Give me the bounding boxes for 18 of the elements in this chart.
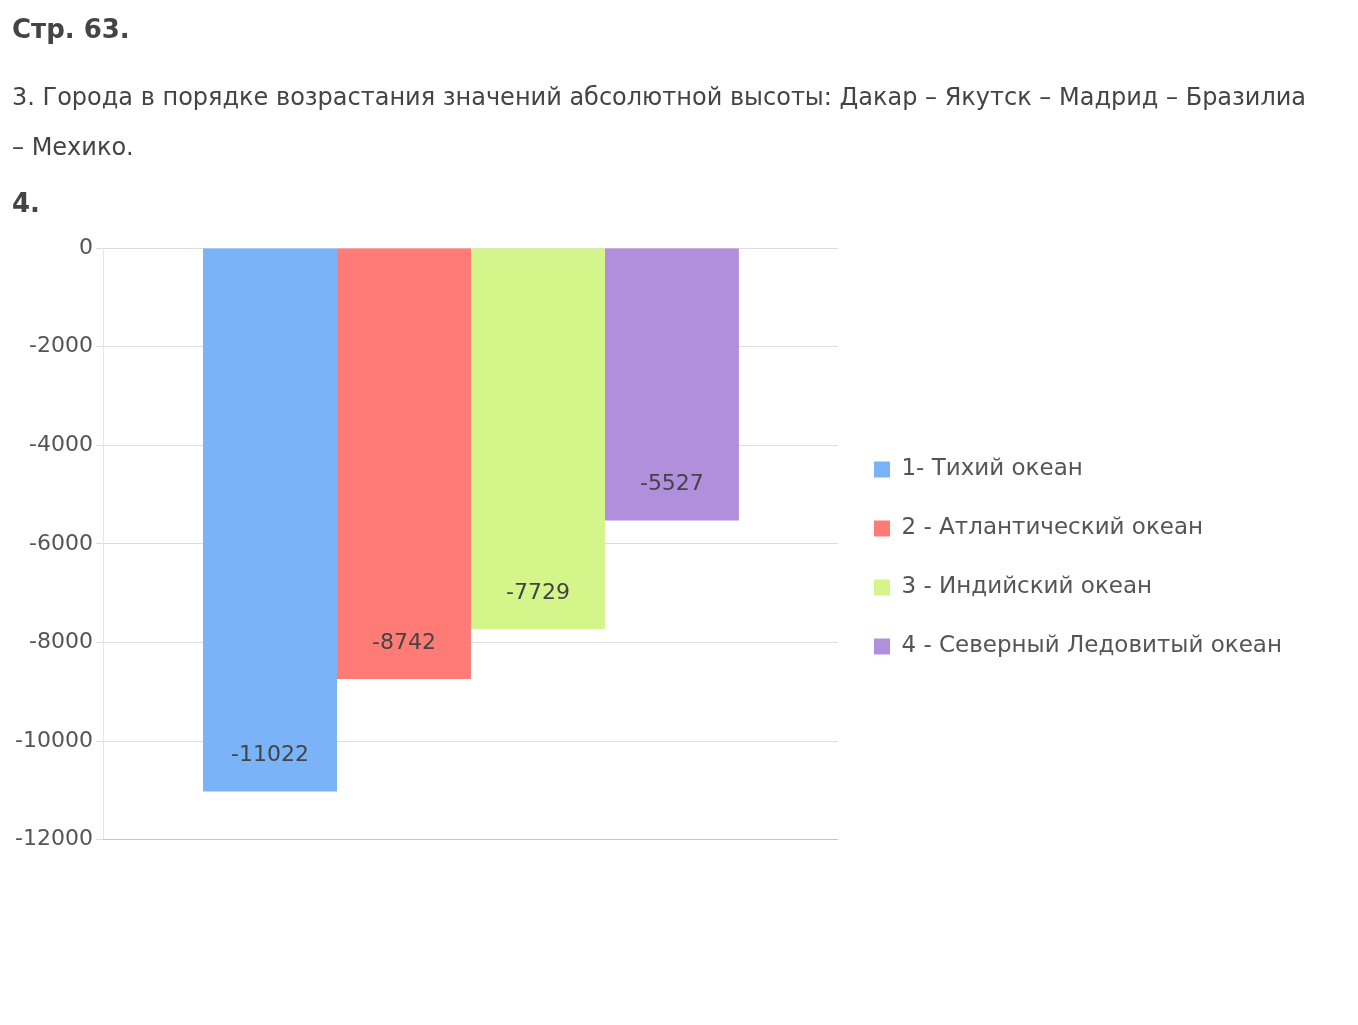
chart-subtitle: 3. Города в порядке возрастания значений абсолютной высоты: Дакар – Якутск – Мадрид – Бразилиа – Мехико.	[12, 82, 1308, 163]
chart-title: Стр. 63.	[12, 14, 131, 44]
y-tick-label: -8000	[28, 628, 93, 654]
y-tick-label: -10000	[14, 726, 93, 752]
y-tick-label: -6000	[28, 529, 93, 555]
legend-label: 3 - Индийский океан	[901, 572, 1153, 599]
data-label: -5527	[639, 470, 704, 496]
data-label: -8742	[372, 628, 436, 654]
y-tick-label: 0	[78, 233, 93, 259]
data-label: -7729	[505, 579, 570, 605]
y-tick-label: -12000	[14, 825, 93, 851]
legend-label: 4 - Северный Ледовитый океан	[901, 631, 1282, 658]
data-label: -11022	[231, 741, 309, 767]
legend-label: 2 - Атлантический океан	[901, 513, 1204, 540]
legend-label: 1- Тихий океан	[901, 454, 1083, 481]
y-tick-label: -4000	[28, 430, 93, 456]
text: 4.	[12, 188, 41, 218]
y-tick-label: -2000	[28, 332, 93, 358]
